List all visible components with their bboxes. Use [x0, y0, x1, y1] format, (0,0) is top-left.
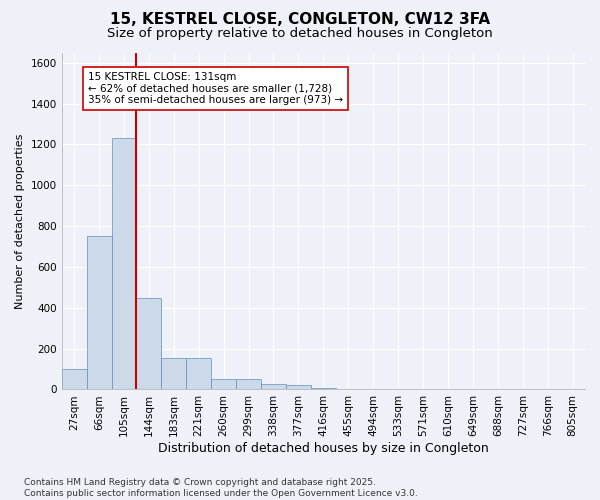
Text: 15, KESTREL CLOSE, CONGLETON, CW12 3FA: 15, KESTREL CLOSE, CONGLETON, CW12 3FA: [110, 12, 490, 28]
Text: Size of property relative to detached houses in Congleton: Size of property relative to detached ho…: [107, 28, 493, 40]
X-axis label: Distribution of detached houses by size in Congleton: Distribution of detached houses by size …: [158, 442, 489, 455]
Bar: [86, 236, 112, 390]
Bar: [186, 358, 211, 390]
Bar: [136, 298, 161, 390]
Bar: [311, 388, 336, 390]
Bar: [261, 384, 286, 390]
Bar: [112, 138, 136, 390]
Bar: [286, 386, 311, 390]
Bar: [211, 379, 236, 390]
Y-axis label: Number of detached properties: Number of detached properties: [15, 134, 25, 308]
Text: 15 KESTREL CLOSE: 131sqm
← 62% of detached houses are smaller (1,728)
35% of sem: 15 KESTREL CLOSE: 131sqm ← 62% of detach…: [88, 72, 343, 105]
Bar: [62, 369, 86, 390]
Bar: [236, 379, 261, 390]
Bar: [161, 358, 186, 390]
Text: Contains HM Land Registry data © Crown copyright and database right 2025.
Contai: Contains HM Land Registry data © Crown c…: [24, 478, 418, 498]
